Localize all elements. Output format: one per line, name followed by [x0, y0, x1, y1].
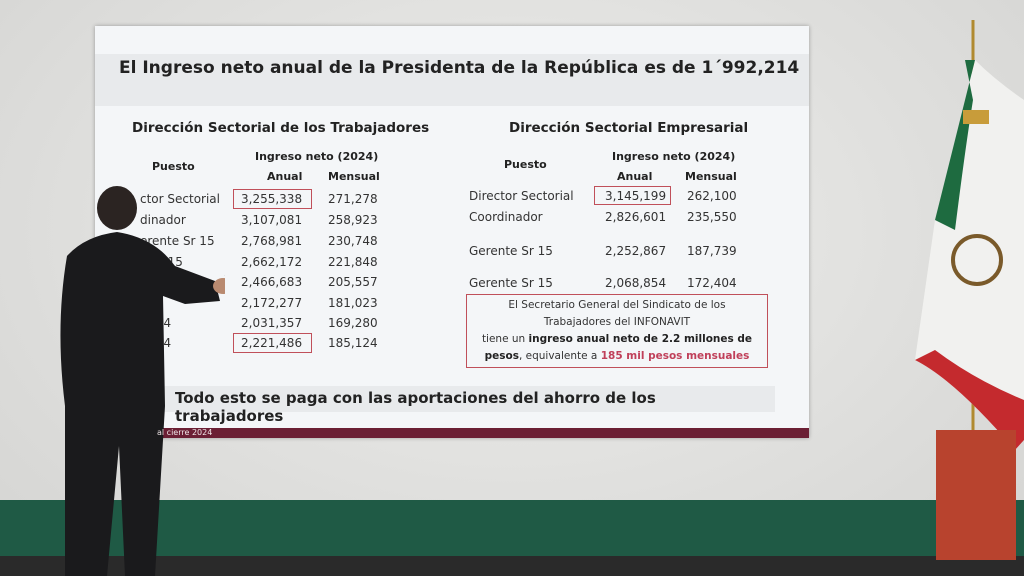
note-line: Trabajadores del INFONAVIT — [543, 316, 691, 328]
cell-anual: 3,145,199 — [605, 189, 667, 203]
presentation-screen: El Ingreso neto anual de la Presidenta d… — [95, 26, 809, 438]
accent-bar — [95, 428, 809, 438]
cell-mensual: 172,404 — [687, 276, 737, 290]
presenter — [60, 186, 225, 576]
note-bold: ingreso anual neto de 2.2 millones de — [528, 333, 753, 345]
left-col-mensual: Mensual — [328, 170, 380, 183]
cell-anual: 2,221,486 — [241, 336, 303, 350]
right-col-mensual: Mensual — [685, 170, 737, 183]
note-line: El Secretario General del Sindicato de l… — [508, 299, 726, 311]
cell-mensual: 187,739 — [687, 244, 737, 258]
cell-anual: 2,031,357 — [241, 316, 303, 330]
union-note: El Secretario General del Sindicato de l… — [466, 294, 768, 368]
highlight-box — [594, 186, 671, 205]
cell-anual: 2,662,172 — [241, 255, 303, 269]
mexican-flag — [915, 20, 1024, 450]
cell-mensual: 221,848 — [328, 255, 378, 269]
right-col-ingreso: Ingreso neto (2024) — [612, 150, 736, 163]
right-heading: Dirección Sectorial Empresarial — [509, 120, 749, 136]
left-col-ingreso: Ingreso neto (2024) — [255, 150, 379, 163]
cell-puesto: Gerente Sr 15 — [469, 244, 553, 258]
cell-puesto: ctor Sectorial — [140, 192, 220, 206]
cell-anual: 3,107,081 — [241, 213, 303, 227]
flag-stand — [936, 430, 1016, 560]
cell-anual: 2,466,683 — [241, 275, 303, 289]
left-heading: Dirección Sectorial de los Trabajadores — [132, 120, 430, 136]
cell-mensual: 230,748 — [328, 234, 378, 248]
floor — [0, 556, 1024, 576]
cell-anual: 2,768,981 — [241, 234, 303, 248]
cell-anual: 2,068,854 — [605, 276, 667, 290]
cell-mensual: 181,023 — [328, 296, 378, 310]
highlight-box — [233, 189, 312, 209]
slide-title: El Ingreso neto anual de la Presidenta d… — [119, 58, 800, 78]
title-band — [95, 54, 809, 106]
cell-anual: 2,826,601 — [605, 210, 667, 224]
note-highlight: 185 mil pesos mensuales — [600, 350, 750, 362]
cell-puesto: Coordinador — [469, 210, 543, 224]
cell-mensual: 271,278 — [328, 192, 378, 206]
right-col-anual: Anual — [617, 170, 653, 183]
right-col-puesto: Puesto — [504, 158, 547, 171]
cell-puesto: Director Sectorial — [469, 189, 574, 203]
left-col-anual: Anual — [267, 170, 303, 183]
cell-mensual: 258,923 — [328, 213, 378, 227]
cell-puesto: Gerente Sr 15 — [469, 276, 553, 290]
note-bold: pesos — [484, 350, 519, 362]
bottom-banner: Todo esto se paga con las aportaciones d… — [155, 386, 775, 425]
cell-mensual: 235,550 — [687, 210, 737, 224]
footnote: al cierre 2024 — [157, 428, 213, 437]
cell-mensual: 185,124 — [328, 336, 378, 350]
cell-mensual: 169,280 — [328, 316, 378, 330]
cell-puesto: dinador — [140, 213, 186, 227]
cell-puesto: erente Sr 15 — [140, 234, 215, 248]
cell-anual: 2,172,277 — [241, 296, 303, 310]
cell-mensual: 205,557 — [328, 275, 378, 289]
note-text: , equivalente a — [518, 350, 601, 362]
highlight-box — [233, 333, 312, 353]
cell-anual: 2,252,867 — [605, 244, 667, 258]
cell-anual: 3,255,338 — [241, 192, 303, 206]
cell-mensual: 262,100 — [687, 189, 737, 203]
left-col-puesto: Puesto — [152, 160, 195, 173]
note-text: tiene un — [481, 333, 529, 345]
